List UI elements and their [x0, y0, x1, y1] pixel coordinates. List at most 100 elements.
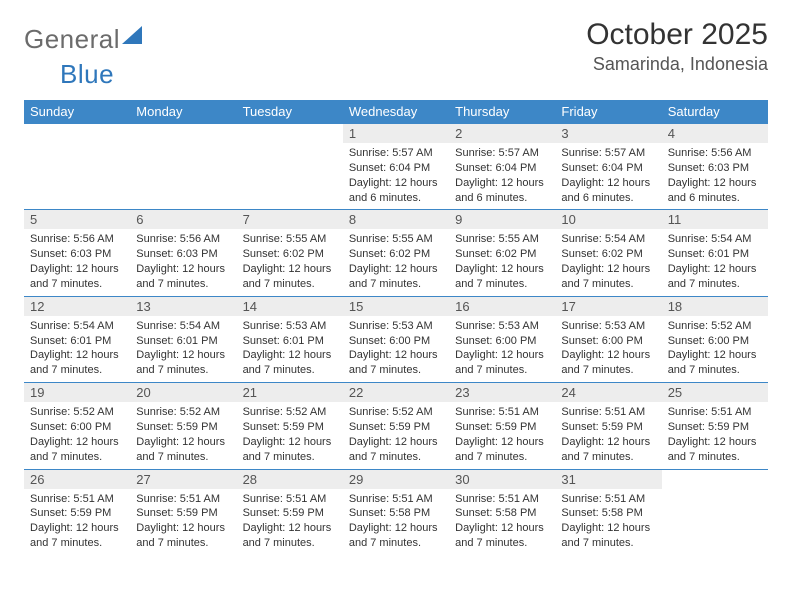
day-content: Sunrise: 5:54 AMSunset: 6:01 PMDaylight:… — [24, 316, 130, 382]
calendar-table: Sunday Monday Tuesday Wednesday Thursday… — [24, 100, 768, 555]
calendar-day-cell: 9Sunrise: 5:55 AMSunset: 6:02 PMDaylight… — [449, 210, 555, 296]
day-number: 26 — [24, 470, 130, 489]
day-number: 5 — [24, 210, 130, 229]
day-content: Sunrise: 5:53 AMSunset: 6:01 PMDaylight:… — [237, 316, 343, 382]
day-content: Sunrise: 5:57 AMSunset: 6:04 PMDaylight:… — [343, 143, 449, 209]
calendar-day-cell: 11Sunrise: 5:54 AMSunset: 6:01 PMDayligh… — [662, 210, 768, 296]
day-number: 21 — [237, 383, 343, 402]
weekday-header: Thursday — [449, 100, 555, 124]
page-title: October 2025 — [586, 18, 768, 52]
day-number: 16 — [449, 297, 555, 316]
calendar-day-cell: 25Sunrise: 5:51 AMSunset: 5:59 PMDayligh… — [662, 383, 768, 469]
weekday-header: Sunday — [24, 100, 130, 124]
calendar-day-cell — [24, 124, 130, 210]
calendar-day-cell: 5Sunrise: 5:56 AMSunset: 6:03 PMDaylight… — [24, 210, 130, 296]
day-number: 28 — [237, 470, 343, 489]
day-content: Sunrise: 5:51 AMSunset: 5:58 PMDaylight:… — [555, 489, 661, 555]
day-number: 12 — [24, 297, 130, 316]
day-content: Sunrise: 5:52 AMSunset: 6:00 PMDaylight:… — [24, 402, 130, 468]
day-number: 17 — [555, 297, 661, 316]
calendar-week-row: 12Sunrise: 5:54 AMSunset: 6:01 PMDayligh… — [24, 296, 768, 382]
day-content: Sunrise: 5:56 AMSunset: 6:03 PMDaylight:… — [662, 143, 768, 209]
day-number: 3 — [555, 124, 661, 143]
day-number: 9 — [449, 210, 555, 229]
calendar-day-cell: 17Sunrise: 5:53 AMSunset: 6:00 PMDayligh… — [555, 296, 661, 382]
day-content: Sunrise: 5:51 AMSunset: 5:59 PMDaylight:… — [555, 402, 661, 468]
day-content: Sunrise: 5:51 AMSunset: 5:58 PMDaylight:… — [343, 489, 449, 555]
day-number: 20 — [130, 383, 236, 402]
calendar-day-cell: 15Sunrise: 5:53 AMSunset: 6:00 PMDayligh… — [343, 296, 449, 382]
day-number: 19 — [24, 383, 130, 402]
day-number: 6 — [130, 210, 236, 229]
calendar-day-cell: 13Sunrise: 5:54 AMSunset: 6:01 PMDayligh… — [130, 296, 236, 382]
day-number: 29 — [343, 470, 449, 489]
day-number: 7 — [237, 210, 343, 229]
calendar-day-cell: 29Sunrise: 5:51 AMSunset: 5:58 PMDayligh… — [343, 469, 449, 555]
calendar-day-cell: 7Sunrise: 5:55 AMSunset: 6:02 PMDaylight… — [237, 210, 343, 296]
weekday-header: Wednesday — [343, 100, 449, 124]
day-content: Sunrise: 5:53 AMSunset: 6:00 PMDaylight:… — [555, 316, 661, 382]
day-content: Sunrise: 5:51 AMSunset: 5:59 PMDaylight:… — [237, 489, 343, 555]
day-content: Sunrise: 5:54 AMSunset: 6:01 PMDaylight:… — [130, 316, 236, 382]
calendar-day-cell: 2Sunrise: 5:57 AMSunset: 6:04 PMDaylight… — [449, 124, 555, 210]
calendar-day-cell — [237, 124, 343, 210]
day-content: Sunrise: 5:52 AMSunset: 5:59 PMDaylight:… — [237, 402, 343, 468]
day-number: 23 — [449, 383, 555, 402]
calendar-day-cell: 6Sunrise: 5:56 AMSunset: 6:03 PMDaylight… — [130, 210, 236, 296]
calendar-day-cell — [130, 124, 236, 210]
calendar-week-row: 19Sunrise: 5:52 AMSunset: 6:00 PMDayligh… — [24, 383, 768, 469]
day-number: 14 — [237, 297, 343, 316]
location-label: Samarinda, Indonesia — [586, 54, 768, 75]
day-content: Sunrise: 5:55 AMSunset: 6:02 PMDaylight:… — [449, 229, 555, 295]
day-number: 4 — [662, 124, 768, 143]
day-content: Sunrise: 5:56 AMSunset: 6:03 PMDaylight:… — [130, 229, 236, 295]
day-content: Sunrise: 5:51 AMSunset: 5:59 PMDaylight:… — [130, 489, 236, 555]
day-content: Sunrise: 5:51 AMSunset: 5:59 PMDaylight:… — [24, 489, 130, 555]
calendar-week-row: 1Sunrise: 5:57 AMSunset: 6:04 PMDaylight… — [24, 124, 768, 210]
day-number: 30 — [449, 470, 555, 489]
day-content: Sunrise: 5:51 AMSunset: 5:58 PMDaylight:… — [449, 489, 555, 555]
day-content: Sunrise: 5:56 AMSunset: 6:03 PMDaylight:… — [24, 229, 130, 295]
calendar-day-cell: 31Sunrise: 5:51 AMSunset: 5:58 PMDayligh… — [555, 469, 661, 555]
calendar-week-row: 5Sunrise: 5:56 AMSunset: 6:03 PMDaylight… — [24, 210, 768, 296]
day-number: 15 — [343, 297, 449, 316]
calendar-day-cell: 12Sunrise: 5:54 AMSunset: 6:01 PMDayligh… — [24, 296, 130, 382]
day-content: Sunrise: 5:54 AMSunset: 6:01 PMDaylight:… — [662, 229, 768, 295]
calendar-day-cell: 20Sunrise: 5:52 AMSunset: 5:59 PMDayligh… — [130, 383, 236, 469]
day-content: Sunrise: 5:51 AMSunset: 5:59 PMDaylight:… — [449, 402, 555, 468]
day-number: 2 — [449, 124, 555, 143]
weekday-header-row: Sunday Monday Tuesday Wednesday Thursday… — [24, 100, 768, 124]
calendar-day-cell: 19Sunrise: 5:52 AMSunset: 6:00 PMDayligh… — [24, 383, 130, 469]
day-number: 10 — [555, 210, 661, 229]
logo-text-blue: Blue — [60, 59, 114, 89]
day-number: 22 — [343, 383, 449, 402]
day-number: 31 — [555, 470, 661, 489]
calendar-day-cell: 4Sunrise: 5:56 AMSunset: 6:03 PMDaylight… — [662, 124, 768, 210]
calendar-day-cell — [662, 469, 768, 555]
calendar-day-cell: 21Sunrise: 5:52 AMSunset: 5:59 PMDayligh… — [237, 383, 343, 469]
logo: General — [24, 18, 142, 55]
weekday-header: Saturday — [662, 100, 768, 124]
sail-icon — [122, 26, 142, 44]
day-number: 11 — [662, 210, 768, 229]
calendar-day-cell: 30Sunrise: 5:51 AMSunset: 5:58 PMDayligh… — [449, 469, 555, 555]
day-number: 18 — [662, 297, 768, 316]
calendar-day-cell: 27Sunrise: 5:51 AMSunset: 5:59 PMDayligh… — [130, 469, 236, 555]
day-content: Sunrise: 5:51 AMSunset: 5:59 PMDaylight:… — [662, 402, 768, 468]
day-content: Sunrise: 5:53 AMSunset: 6:00 PMDaylight:… — [343, 316, 449, 382]
calendar-day-cell: 28Sunrise: 5:51 AMSunset: 5:59 PMDayligh… — [237, 469, 343, 555]
weekday-header: Monday — [130, 100, 236, 124]
calendar-day-cell: 26Sunrise: 5:51 AMSunset: 5:59 PMDayligh… — [24, 469, 130, 555]
calendar-day-cell: 10Sunrise: 5:54 AMSunset: 6:02 PMDayligh… — [555, 210, 661, 296]
calendar-day-cell: 14Sunrise: 5:53 AMSunset: 6:01 PMDayligh… — [237, 296, 343, 382]
day-number: 27 — [130, 470, 236, 489]
day-content: Sunrise: 5:52 AMSunset: 6:00 PMDaylight:… — [662, 316, 768, 382]
day-number: 8 — [343, 210, 449, 229]
day-number: 24 — [555, 383, 661, 402]
calendar-day-cell: 18Sunrise: 5:52 AMSunset: 6:00 PMDayligh… — [662, 296, 768, 382]
day-number: 1 — [343, 124, 449, 143]
day-content: Sunrise: 5:57 AMSunset: 6:04 PMDaylight:… — [555, 143, 661, 209]
logo-text-general: General — [24, 24, 120, 55]
day-number: 25 — [662, 383, 768, 402]
calendar-day-cell: 24Sunrise: 5:51 AMSunset: 5:59 PMDayligh… — [555, 383, 661, 469]
